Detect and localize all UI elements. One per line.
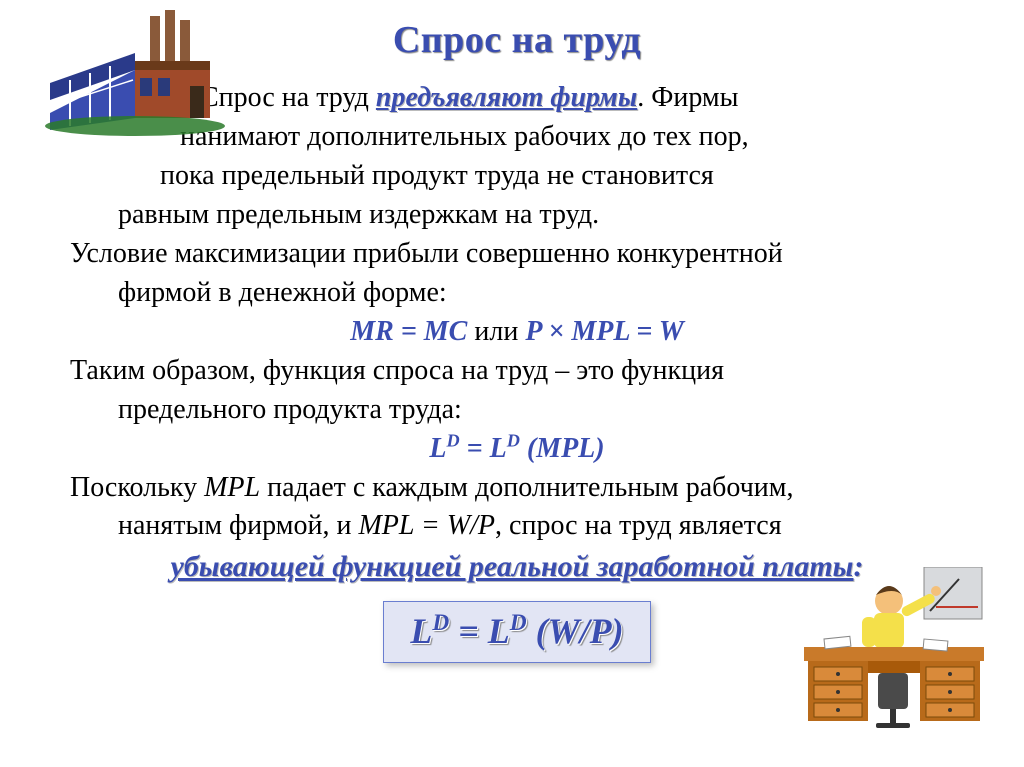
text: . Фирмы — [637, 82, 738, 113]
var-mpl-eq: MPL = W/P — [358, 510, 495, 541]
para-1-line-4: равным предельным издержкам на труд. — [70, 197, 964, 234]
formula-pmpl-w: P × MPL = W — [525, 316, 683, 347]
text: нанятым фирмой, и — [118, 510, 358, 541]
emphasis-decreasing: убывающей функцией реальной заработной п… — [171, 550, 854, 583]
slide: Спрос на труд Спрос на труд предъявляют … — [0, 0, 1024, 767]
para-3-line-1: Таким образом, функция спроса на труд – … — [70, 353, 964, 390]
text: Поскольку — [70, 472, 204, 503]
emphasis-firms: предъявляют фирмы — [376, 82, 637, 113]
text: падает с каждым дополнительным рабочим, — [260, 472, 793, 503]
desk-worker-icon — [794, 567, 994, 737]
formula-1: MR = MC или P × MPL = W — [70, 314, 964, 351]
formula-2: LD = LD (MPL) — [70, 431, 964, 468]
para-1-line-3: пока предельный продукт труда не станови… — [70, 158, 964, 195]
formula-box: LD = LD (W/P) — [383, 601, 650, 663]
para-2-line-2: фирмой в денежной форме: — [70, 275, 964, 312]
para-2-line-1: Условие максимизации прибыли совершенно … — [70, 236, 964, 273]
para-3-line-2: предельного продукта труда: — [70, 392, 964, 429]
text: , спрос на труд является — [495, 510, 782, 541]
factory-icon — [40, 8, 230, 138]
para-4-line-1: Поскольку MPL падает с каждым дополнител… — [70, 470, 964, 507]
formula-mr-mc: MR = MC — [350, 316, 467, 347]
para-4-line-2: нанятым фирмой, и MPL = W/P, спрос на тр… — [70, 508, 964, 545]
text-or: или — [467, 316, 525, 347]
var-mpl: MPL — [204, 472, 260, 503]
